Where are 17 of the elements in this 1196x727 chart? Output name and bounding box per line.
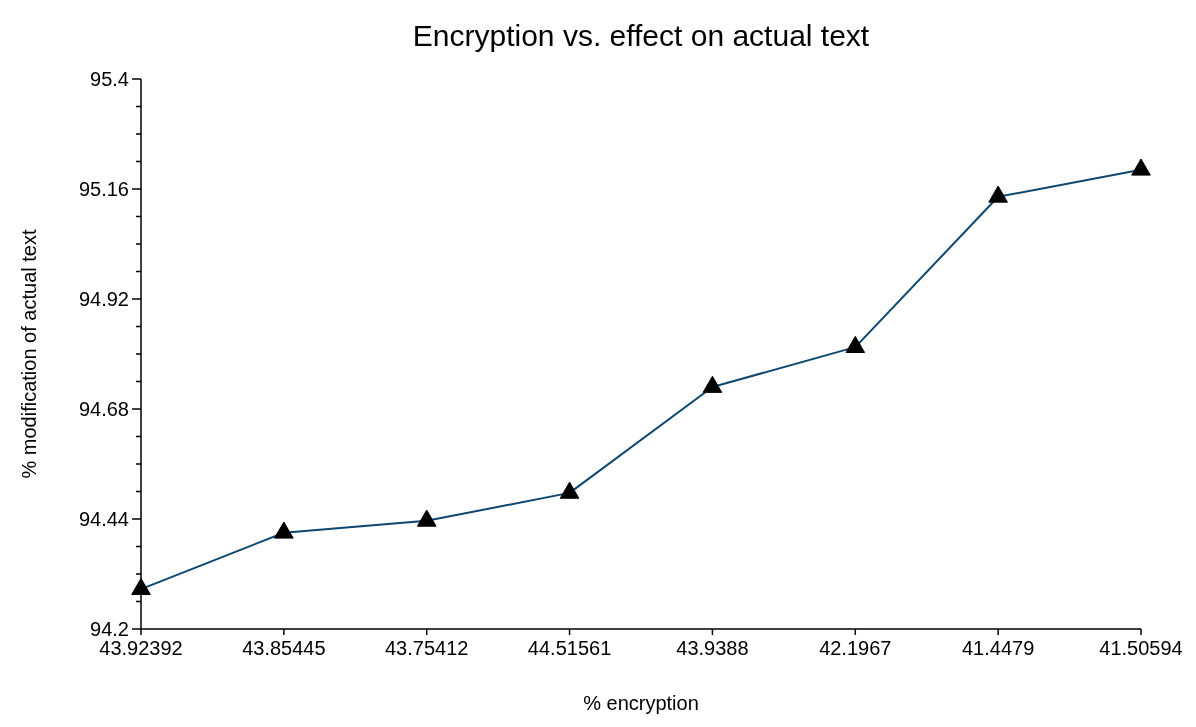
y-tick-label: 95.16 xyxy=(78,178,129,200)
y-tick-label: 95.4 xyxy=(90,68,129,90)
x-tick-label: 44.51561 xyxy=(527,637,612,659)
x-tick-label: 42.1967 xyxy=(819,637,892,659)
y-tick-label: 94.68 xyxy=(78,398,129,420)
chart-title: Encryption vs. effect on actual text xyxy=(412,19,870,52)
x-axis-title: % encryption xyxy=(583,692,699,714)
y-tick-label: 94.44 xyxy=(78,508,129,530)
x-tick-label: 43.9388 xyxy=(676,637,749,659)
x-tick-label: 43.85445 xyxy=(242,637,326,659)
y-axis-title: % modification of actual text xyxy=(18,229,40,479)
y-tick-label: 94.92 xyxy=(78,288,129,310)
x-tick-label: 41.50594 xyxy=(1099,637,1183,659)
x-tick-label: 41.4479 xyxy=(961,637,1035,659)
x-tick-label: 43.75412 xyxy=(385,637,469,659)
x-tick-label: 43.92392 xyxy=(99,637,183,659)
y-tick-label: 94.2 xyxy=(90,618,129,640)
